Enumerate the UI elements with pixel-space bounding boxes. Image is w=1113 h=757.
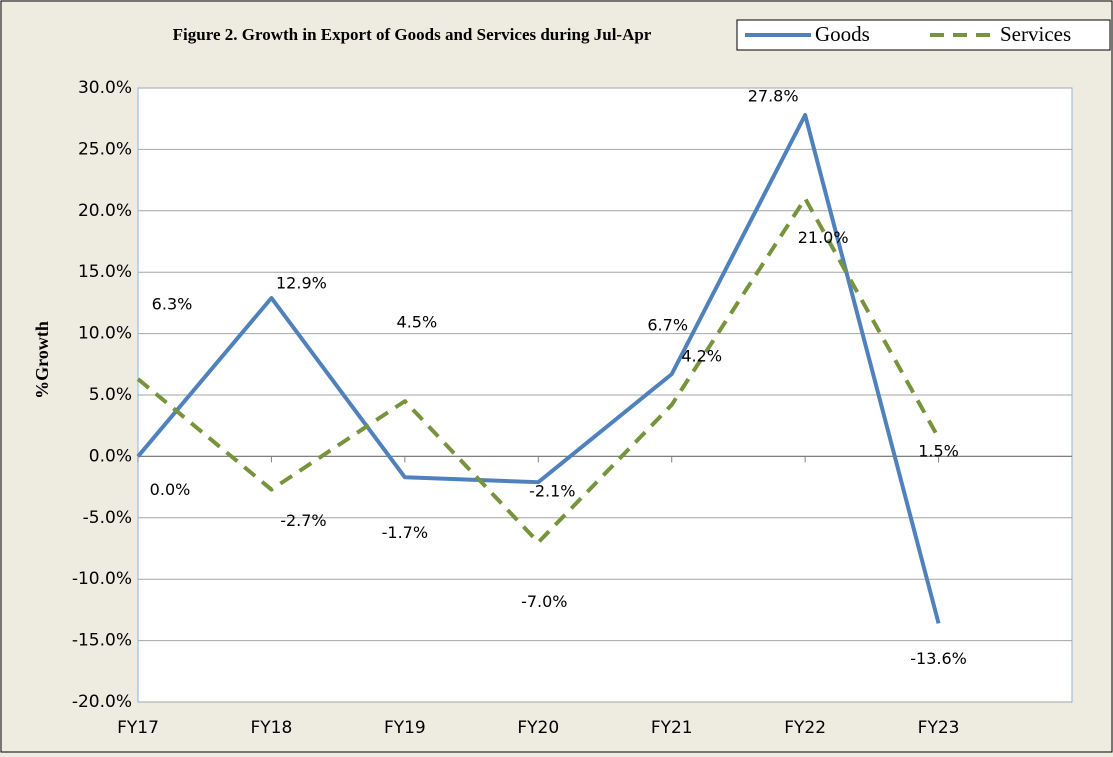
- legend-label: Goods: [815, 22, 870, 46]
- y-tick-label: 0.0%: [89, 446, 132, 466]
- data-label: -2.7%: [280, 511, 326, 530]
- x-tick-label: FY17: [117, 718, 159, 738]
- data-label: 6.7%: [647, 316, 688, 335]
- x-tick-label: FY20: [517, 718, 559, 738]
- data-label: 4.2%: [681, 346, 722, 365]
- data-label: -7.0%: [521, 592, 567, 611]
- data-label: 27.8%: [748, 87, 799, 106]
- series-line: [136, 113, 941, 624]
- y-tick-label: 15.0%: [78, 262, 132, 282]
- data-label: 1.5%: [918, 441, 959, 460]
- y-tick-label: -5.0%: [83, 508, 132, 528]
- data-label: 12.9%: [276, 273, 327, 292]
- x-tick-label: FY22: [784, 718, 826, 738]
- x-tick-label: FY23: [918, 718, 960, 738]
- data-label: 4.5%: [397, 313, 438, 332]
- y-tick-label: -15.0%: [72, 631, 132, 651]
- y-tick-label: 10.0%: [78, 324, 132, 344]
- data-label: -2.1%: [529, 482, 575, 501]
- y-tick-label: -20.0%: [72, 692, 132, 712]
- y-tick-label: 20.0%: [78, 201, 132, 221]
- data-label: 21.0%: [798, 228, 849, 247]
- data-label: -1.7%: [382, 523, 428, 542]
- data-label: 0.0%: [150, 480, 191, 499]
- series-line: [136, 196, 941, 545]
- y-tick-label: 5.0%: [89, 385, 132, 405]
- y-tick-label: 30.0%: [78, 78, 132, 98]
- chart-title: Figure 2. Growth in Export of Goods and …: [173, 25, 652, 44]
- data-label: 6.3%: [152, 295, 193, 314]
- y-tick-label: -10.0%: [72, 569, 132, 589]
- data-label: -13.6%: [910, 649, 967, 668]
- x-tick-label: FY21: [651, 718, 693, 738]
- y-tick-label: 25.0%: [78, 139, 132, 159]
- y-axis-label: %Growth: [32, 321, 52, 399]
- x-tick-label: FY19: [384, 718, 426, 738]
- x-tick-label: FY18: [251, 718, 293, 738]
- legend-label: Services: [1000, 22, 1071, 46]
